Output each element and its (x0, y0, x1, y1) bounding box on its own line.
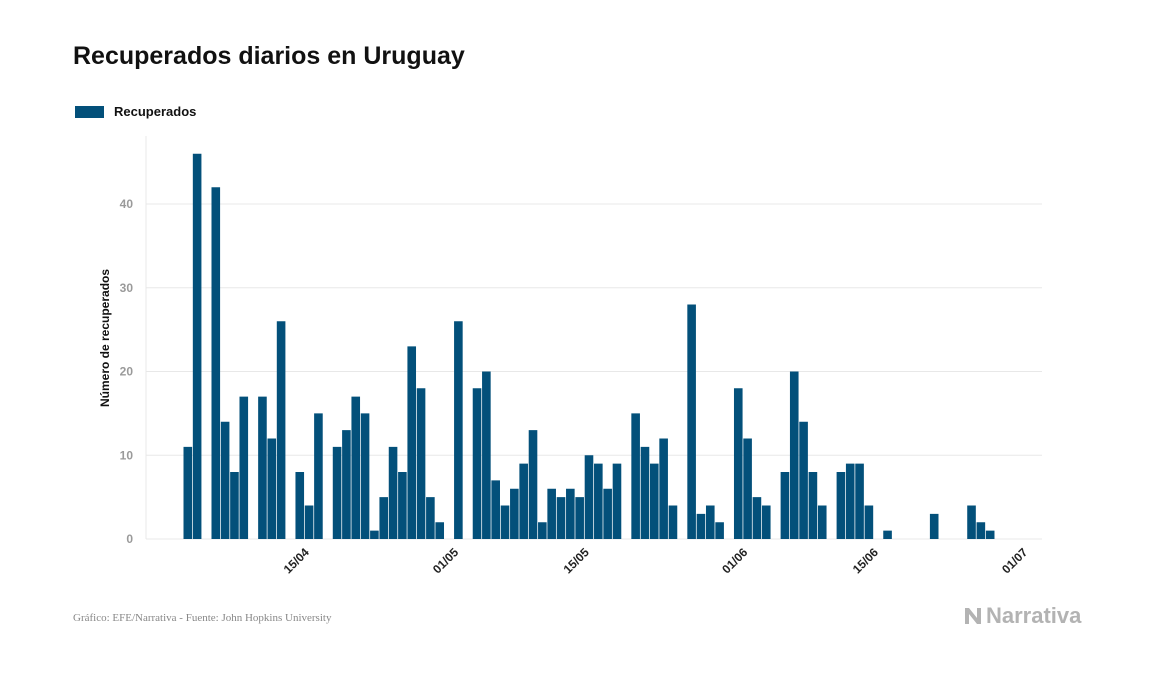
bar (379, 497, 389, 539)
bar (556, 497, 566, 539)
bar (314, 413, 323, 539)
bar (575, 497, 584, 539)
bar (342, 430, 351, 539)
bar (220, 421, 230, 539)
bar (192, 153, 202, 539)
bar (640, 446, 650, 539)
bar (426, 497, 435, 539)
brand-name: Narrativa (986, 603, 1082, 628)
bar (566, 488, 575, 539)
bar (659, 438, 668, 539)
bars (183, 153, 995, 539)
bar (370, 530, 379, 539)
bar (603, 488, 612, 539)
x-tick-label: 15/04 (281, 545, 312, 576)
bar (715, 522, 724, 539)
y-tick-label: 10 (120, 448, 134, 462)
x-tick-label: 15/06 (850, 545, 881, 576)
bar (780, 472, 790, 539)
bar (388, 446, 398, 539)
bar (295, 472, 305, 539)
y-tick-label: 30 (120, 281, 134, 295)
x-tick-label: 01/05 (430, 545, 461, 576)
bar (761, 505, 771, 539)
bar (883, 530, 892, 539)
bar (435, 522, 445, 539)
bar (594, 463, 603, 539)
x-tick-label: 01/07 (999, 545, 1030, 576)
bar (351, 396, 361, 539)
bar (360, 413, 370, 539)
bar (631, 413, 640, 539)
bar (519, 463, 528, 539)
bar (407, 346, 417, 539)
x-axis-ticks: 15/04 01/05 15/05 01/06 15/06 01/07 (281, 545, 1031, 576)
bar (538, 522, 547, 539)
bar (612, 463, 622, 539)
bar (733, 388, 743, 539)
narrativa-logo-icon (965, 608, 981, 624)
bar (808, 472, 818, 539)
bar (472, 388, 482, 539)
bar (211, 187, 221, 539)
y-tick-label: 40 (120, 197, 134, 211)
bar (500, 505, 510, 539)
bar (528, 430, 538, 539)
bar (510, 488, 519, 539)
legend: Recuperados (75, 104, 196, 119)
bar (304, 505, 314, 539)
y-tick-label: 20 (120, 365, 134, 379)
bar (267, 438, 277, 539)
bar (976, 522, 986, 539)
bar (789, 371, 799, 539)
y-axis-ticks: 0 10 20 30 40 (120, 197, 134, 546)
bar (864, 505, 874, 539)
x-tick-label: 15/05 (561, 545, 592, 576)
bar (332, 446, 342, 539)
bar (836, 472, 846, 539)
bar (239, 396, 249, 539)
bar (547, 488, 556, 539)
bar (845, 463, 855, 539)
bar (705, 505, 715, 539)
bar (482, 371, 491, 539)
bar (416, 388, 426, 539)
bar (258, 396, 267, 539)
bar (668, 505, 678, 539)
chart-title: Recuperados diarios en Uruguay (73, 42, 465, 70)
bar (398, 472, 407, 539)
bar (230, 472, 239, 539)
narrativa-logo: Narrativa (963, 603, 1081, 629)
bar (855, 463, 864, 539)
bar (929, 513, 939, 539)
bar (276, 321, 286, 539)
bar (752, 497, 762, 539)
y-axis-label: Número de recuperados (98, 269, 112, 407)
bar (454, 321, 463, 539)
legend-label: Recuperados (114, 104, 197, 119)
bar (967, 505, 976, 539)
gridlines (145, 136, 1042, 540)
bar (183, 446, 193, 539)
bar (985, 530, 995, 539)
legend-swatch (75, 105, 104, 118)
x-tick-label: 01/06 (719, 545, 750, 576)
bar (687, 304, 696, 539)
bar (584, 455, 594, 539)
bar (491, 480, 500, 539)
bar (696, 513, 706, 539)
source-credit: Gráfico: EFE/Narrativa - Fuente: John Ho… (73, 612, 332, 624)
bar (650, 463, 659, 539)
y-tick-label: 0 (126, 532, 133, 546)
bar (743, 438, 752, 539)
bar (817, 505, 827, 539)
bar (799, 421, 808, 539)
